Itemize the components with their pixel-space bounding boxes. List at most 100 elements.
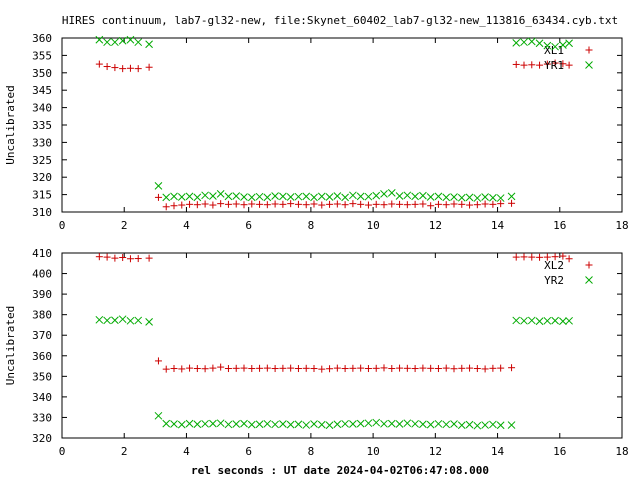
data-point [333, 364, 341, 372]
data-point [224, 200, 232, 208]
data-point [240, 364, 248, 372]
data-point [543, 41, 552, 50]
data-point [512, 253, 520, 261]
data-point [294, 365, 302, 373]
data-point [450, 365, 458, 373]
x-tick-label: 16 [553, 219, 566, 232]
data-point [294, 420, 303, 429]
data-point [528, 253, 536, 261]
data-point [279, 420, 287, 428]
data-point [185, 419, 194, 428]
data-point [317, 192, 326, 201]
data-point [481, 200, 489, 208]
series-yr2 [95, 315, 573, 430]
data-point [145, 254, 153, 262]
data-point [551, 42, 559, 51]
y-tick-label: 340 [32, 102, 52, 115]
data-point [154, 411, 163, 420]
series-xl1 [95, 59, 573, 211]
y-tick-label: 370 [32, 329, 52, 342]
data-point [349, 200, 357, 208]
plot-panel-1: 0 2 4 6 8 10 12 14 16 18 310 315 320 325 330 335 340 345 3… [4, 32, 629, 232]
data-point [450, 420, 458, 428]
data-point [126, 255, 134, 263]
data-point [271, 192, 279, 200]
data-point [248, 365, 256, 373]
data-point [419, 420, 427, 429]
data-point [481, 421, 489, 429]
data-point [302, 192, 311, 201]
data-point [255, 420, 264, 429]
data-point [396, 200, 404, 208]
data-point [134, 255, 142, 263]
data-point [372, 200, 380, 208]
data-point [263, 364, 271, 372]
data-point [286, 193, 295, 201]
y-tick-label: 400 [32, 268, 52, 281]
data-point [507, 192, 516, 201]
data-point [193, 420, 202, 429]
data-point [411, 200, 419, 208]
x-tick-label: 18 [615, 219, 628, 232]
data-point [216, 190, 225, 198]
data-point [177, 193, 186, 201]
x-tick-label: 14 [491, 219, 505, 232]
data-point [512, 60, 520, 68]
data-point [434, 192, 443, 201]
data-point [186, 200, 194, 208]
data-point [473, 421, 482, 430]
x-tick-label: 6 [245, 219, 252, 232]
x-tick-label: 18 [615, 445, 628, 458]
x-tick-label: 0 [59, 219, 66, 232]
data-point [473, 194, 482, 202]
x-tick-label: 6 [245, 445, 252, 458]
data-point [333, 200, 341, 208]
data-point [481, 365, 489, 373]
y-tick-label: 320 [32, 432, 52, 445]
data-point [520, 38, 528, 47]
data-point [224, 420, 233, 429]
data-point [489, 364, 497, 372]
x-tick-label: 10 [366, 219, 379, 232]
data-point [411, 419, 419, 428]
data-point [126, 35, 135, 44]
data-point [551, 59, 559, 67]
data-point [364, 419, 373, 428]
data-point [426, 193, 435, 201]
data-point [403, 419, 412, 428]
data-point [434, 200, 442, 208]
x-tick-label: 14 [491, 445, 505, 458]
x-tick-label: 2 [121, 445, 128, 458]
data-point [527, 37, 536, 46]
data-point [302, 421, 311, 429]
data-point [507, 421, 516, 429]
data-point [543, 316, 552, 325]
data-point [134, 316, 143, 325]
legend-marker-xl2 [585, 261, 593, 269]
data-point [294, 192, 303, 201]
data-point [209, 201, 217, 209]
x-tick-label: 4 [183, 445, 190, 458]
data-point [216, 419, 225, 428]
data-point [103, 38, 111, 47]
data-point [287, 200, 295, 208]
plot-panel-2: 0 2 4 6 8 10 12 14 16 18 320 330 340 350 360 370 380 390 4… [4, 247, 629, 458]
data-point [442, 193, 451, 202]
data-point [224, 192, 233, 201]
data-point [325, 421, 334, 430]
x-tick-label: 16 [553, 445, 566, 458]
data-point [154, 182, 163, 190]
data-point [465, 420, 474, 429]
data-point [247, 420, 256, 429]
data-point [317, 420, 326, 429]
data-point [356, 192, 365, 201]
data-point [565, 61, 573, 69]
data-point [434, 365, 442, 373]
data-point [118, 315, 127, 324]
data-point [248, 200, 256, 208]
data-point [170, 202, 178, 210]
x-tick-label: 10 [366, 445, 379, 458]
data-point [442, 201, 450, 209]
legend-label-yr2: YR2 [544, 274, 564, 287]
